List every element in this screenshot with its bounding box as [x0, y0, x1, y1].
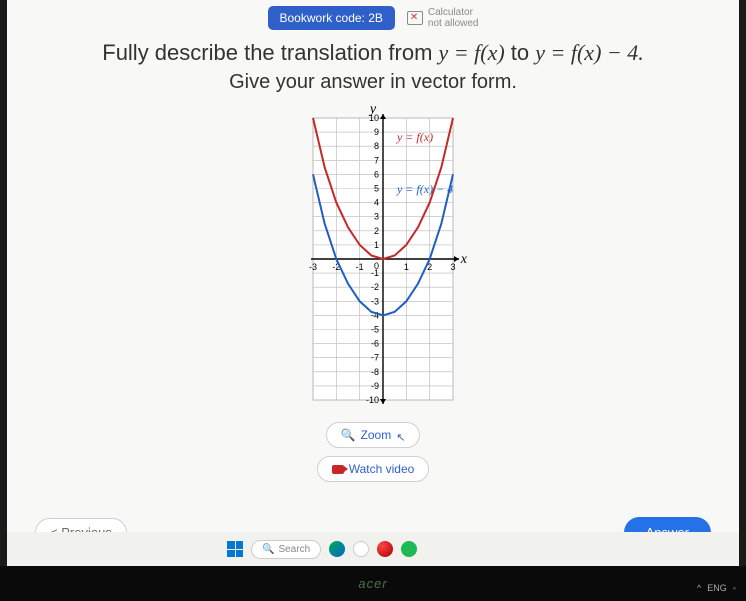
svg-text:1: 1 — [374, 240, 379, 250]
brand-logo: acer — [358, 576, 387, 591]
curve-label-fx-minus-4: y = f(x) − 4 — [397, 182, 453, 197]
taskbar-app-1-icon[interactable] — [329, 541, 345, 557]
y-axis-label: y — [370, 102, 376, 118]
question-text: Fully describe the translation from y = … — [7, 36, 739, 69]
svg-text:-3: -3 — [371, 296, 379, 306]
zoom-label: Zoom — [361, 428, 392, 442]
magnifier-icon: 🔍 — [341, 428, 356, 442]
svg-text:-1: -1 — [356, 262, 364, 272]
taskbar-search[interactable]: 🔍 Search — [251, 540, 321, 559]
svg-text:-9: -9 — [371, 381, 379, 391]
question-mid: to — [511, 40, 535, 65]
bookwork-badge: Bookwork code: 2B — [268, 6, 395, 30]
svg-text:5: 5 — [374, 184, 379, 194]
taskbar-app-3-icon[interactable] — [377, 541, 393, 557]
svg-text:0: 0 — [374, 261, 379, 271]
laptop-bezel: acer ^ ENG ◦ — [0, 566, 746, 601]
svg-text:-3: -3 — [309, 262, 317, 272]
tray-lang[interactable]: ENG — [707, 583, 727, 593]
tray-chevron-icon[interactable]: ^ — [697, 583, 701, 593]
header-row: Bookwork code: 2B Calculator not allowed — [7, 6, 739, 30]
svg-text:-5: -5 — [371, 325, 379, 335]
search-placeholder: Search — [278, 544, 310, 555]
svg-text:2: 2 — [374, 226, 379, 236]
taskbar-app-2-icon[interactable] — [353, 541, 369, 557]
question-prefix: Fully describe the translation from — [102, 40, 438, 65]
x-axis-label: x — [461, 252, 467, 268]
calculator-not-allowed: Calculator not allowed — [407, 7, 479, 29]
watch-video-button[interactable]: Watch video — [317, 456, 430, 482]
svg-text:4: 4 — [374, 198, 379, 208]
search-icon: 🔍 — [262, 544, 274, 555]
svg-text:1: 1 — [404, 262, 409, 272]
tray-wifi-icon[interactable]: ◦ — [733, 583, 736, 593]
equation-2: y = f(x) − 4. — [535, 40, 644, 65]
equation-1: y = f(x) — [439, 40, 505, 65]
svg-text:-7: -7 — [371, 353, 379, 363]
svg-text:-8: -8 — [371, 367, 379, 377]
windows-start-icon[interactable] — [227, 541, 243, 557]
svg-text:9: 9 — [374, 127, 379, 137]
cursor-icon: ↖ — [396, 431, 405, 444]
svg-text:7: 7 — [374, 155, 379, 165]
calculator-icon — [407, 11, 423, 25]
video-icon — [332, 465, 344, 474]
system-tray: ^ ENG ◦ — [697, 583, 736, 593]
svg-text:8: 8 — [374, 141, 379, 151]
svg-text:-10: -10 — [366, 395, 379, 405]
svg-text:-6: -6 — [371, 339, 379, 349]
svg-text:-2: -2 — [371, 282, 379, 292]
svg-text:3: 3 — [374, 212, 379, 222]
taskbar-app-4-icon[interactable] — [401, 541, 417, 557]
taskbar: 🔍 Search — [7, 532, 739, 566]
zoom-button[interactable]: 🔍 Zoom ↖ — [326, 422, 421, 448]
sub-instruction: Give your answer in vector form. — [7, 71, 739, 94]
watch-label: Watch video — [349, 462, 415, 476]
calculator-text: Calculator not allowed — [428, 7, 479, 29]
graph: y x y = f(x) y = f(x) − 4 -10-9-8-7-6-5-… — [253, 104, 493, 414]
graph-svg: -10-9-8-7-6-5-4-3-2-112345678910-3-2-101… — [253, 104, 493, 414]
svg-text:3: 3 — [450, 262, 455, 272]
svg-text:6: 6 — [374, 169, 379, 179]
curve-label-fx: y = f(x) — [397, 130, 433, 145]
